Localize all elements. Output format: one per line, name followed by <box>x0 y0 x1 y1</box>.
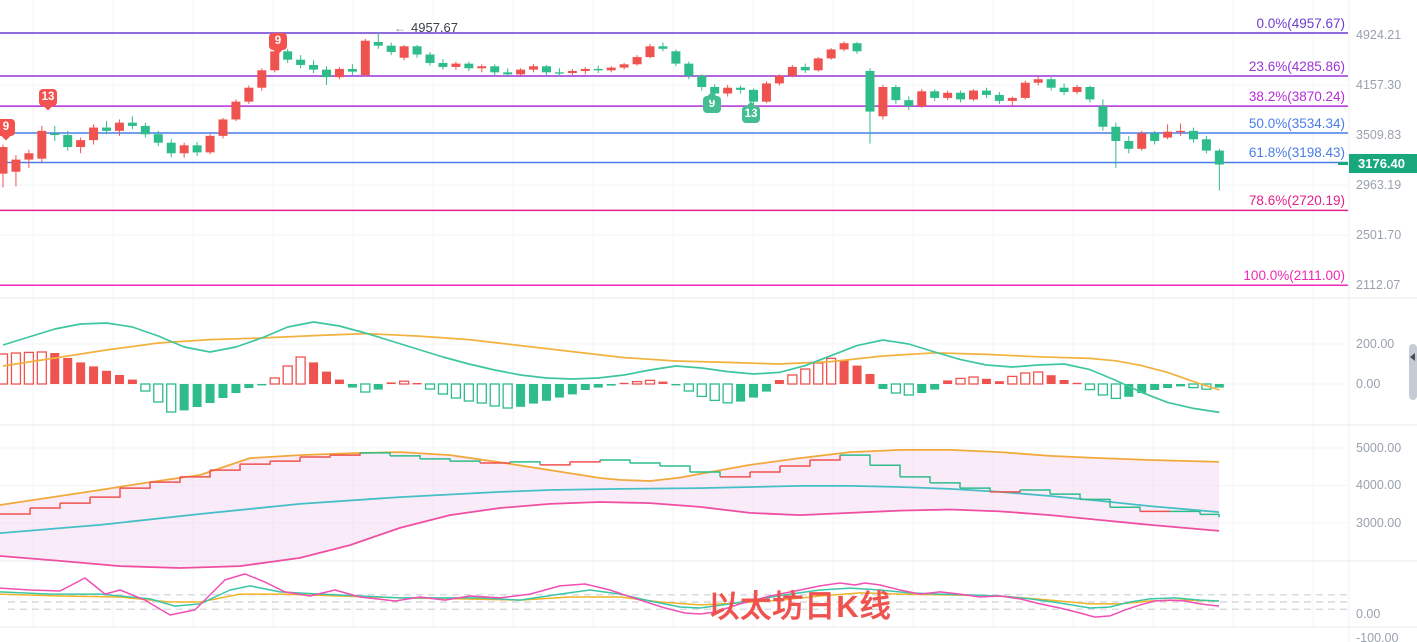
fib-level-label: 0.0%(4957.67) <box>1256 16 1345 32</box>
macd-axis-label: 0.00 <box>1356 376 1381 391</box>
high-price-annotation: ← 4957.67 <box>394 20 458 35</box>
boll-axis-label: 5000.00 <box>1356 440 1402 455</box>
boll-axis-label: 3000.00 <box>1356 515 1402 530</box>
td-sequential-marker-red: 13 <box>39 88 57 110</box>
current-price-tick <box>1338 162 1348 165</box>
td-sequential-marker-green: 9 <box>703 91 721 113</box>
price-axis-label: 2963.19 <box>1356 177 1402 192</box>
td-sequential-marker-red: 9 <box>0 118 15 140</box>
fib-level-label: 78.6%(2720.19) <box>1248 193 1345 209</box>
price-axis-label: 4157.30 <box>1356 77 1402 92</box>
scrollbar-arrow-icon <box>1410 353 1415 361</box>
boll-axis-label: 4000.00 <box>1356 478 1402 492</box>
price-axis-label: 4924.21 <box>1356 27 1402 42</box>
scrollbar[interactable] <box>1409 344 1417 400</box>
fib-level-label: 38.2%(3870.24) <box>1248 89 1345 105</box>
price-axis-label: 2501.70 <box>1356 227 1402 242</box>
current-price-badge: 3176.40 <box>1349 154 1417 173</box>
macd-axis-label: 200.00 <box>1356 336 1395 351</box>
td-sequential-marker-green: 13 <box>742 101 760 123</box>
fib-level-label: 23.6%(4285.86) <box>1248 59 1345 75</box>
high-price-value: 4957.67 <box>411 20 458 35</box>
fib-level-label: 100.0%(2111.00) <box>1243 268 1345 284</box>
fib-level-label: 50.0%(3534.34) <box>1248 115 1345 131</box>
left-arrow-icon: ← <box>394 21 406 35</box>
price-axis-label: 3509.83 <box>1356 127 1402 142</box>
chart-title: 以太坊日K线 <box>708 589 892 624</box>
kdj-axis-label: 0.00 <box>1356 606 1381 621</box>
kdj-axis-label: -100.00 <box>1356 630 1399 642</box>
price-axis-label: 2112.07 <box>1356 277 1401 292</box>
fib-level-label: 61.8%(3198.43) <box>1248 145 1345 161</box>
td-sequential-marker-red: 9 <box>269 32 287 54</box>
